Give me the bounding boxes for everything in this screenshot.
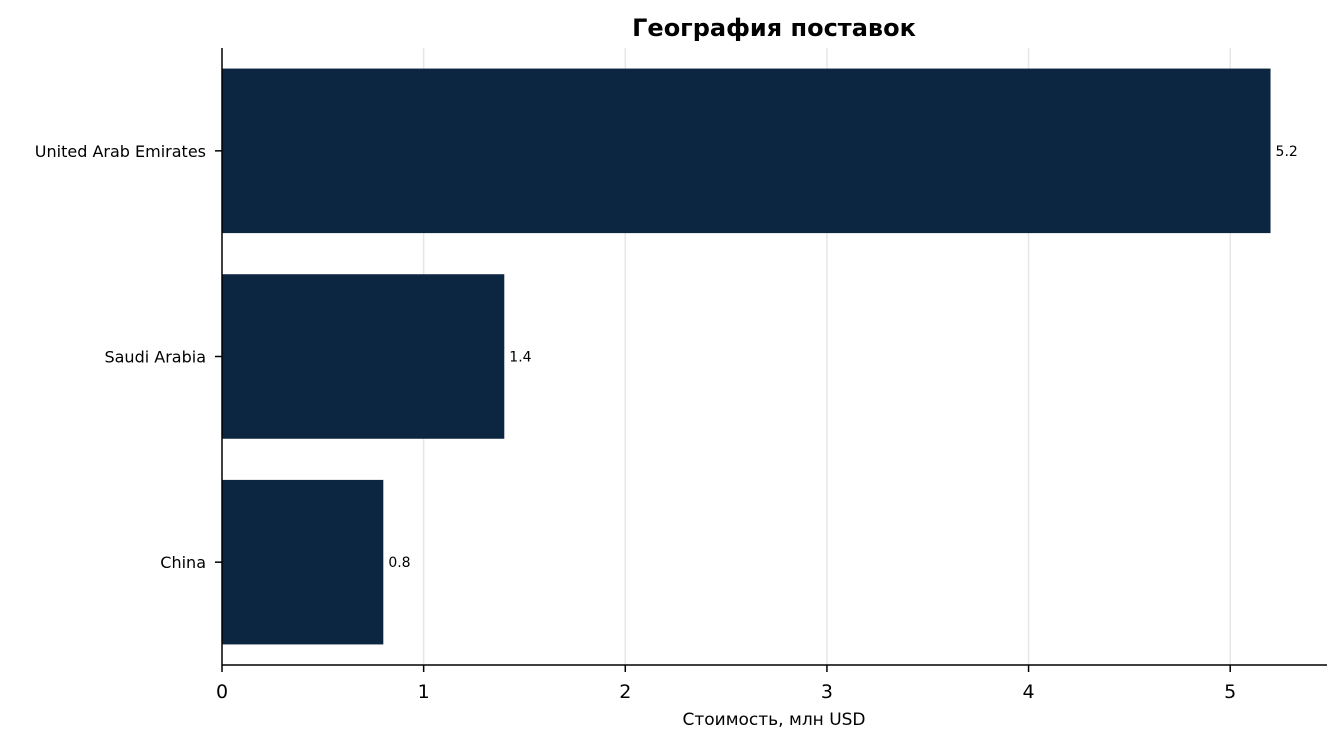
value-labels: 5.2 1.4 0.8 bbox=[388, 144, 1297, 571]
data-label: 5.2 bbox=[1276, 144, 1298, 160]
x-tick-label: 4 bbox=[1023, 681, 1035, 703]
x-tick-label: 5 bbox=[1224, 681, 1236, 703]
data-label: 0.8 bbox=[388, 555, 410, 571]
chart-title: География поставок bbox=[632, 14, 916, 42]
x-tick-label: 2 bbox=[619, 681, 631, 703]
bar bbox=[222, 274, 505, 439]
ticks: 0 1 2 3 4 5 United Arab Emirates Saudi Arabia Ch… bbox=[35, 142, 1236, 703]
x-tick-label: 1 bbox=[418, 681, 430, 703]
category-label: China bbox=[160, 553, 206, 572]
bar bbox=[222, 68, 1271, 234]
x-tick-label: 3 bbox=[821, 681, 833, 703]
bar bbox=[222, 479, 384, 645]
x-axis-label: Стоимость, млн USD bbox=[682, 710, 865, 730]
bars bbox=[222, 68, 1271, 645]
data-label: 1.4 bbox=[509, 350, 531, 366]
category-label: United Arab Emirates bbox=[35, 142, 206, 161]
category-label: Saudi Arabia bbox=[104, 348, 206, 367]
x-tick-label: 0 bbox=[216, 681, 228, 703]
